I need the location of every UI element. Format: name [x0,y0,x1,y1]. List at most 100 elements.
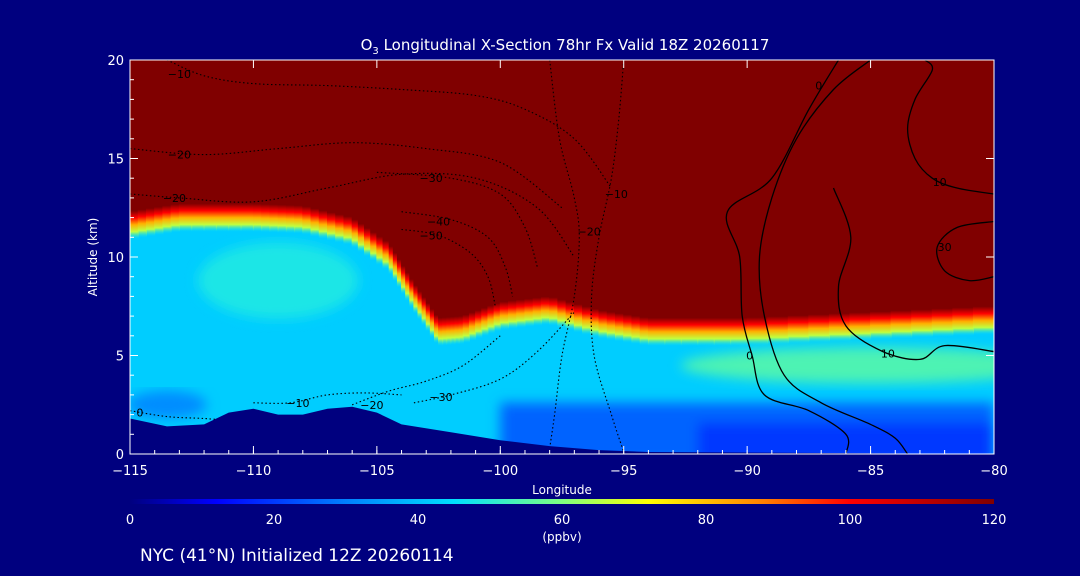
stratosphere-fill [647,60,666,346]
stratosphere-fill [357,60,366,252]
stratosphere-fill [532,60,542,326]
contour-line [906,60,994,195]
stratosphere-fill [557,60,567,328]
contour-line [166,60,612,189]
stratosphere-fill [582,60,592,335]
contour-label: 0 [746,350,753,363]
stratosphere-fill [573,60,584,333]
stratosphere-fill [351,60,359,248]
colorbar-tick-label: 40 [410,513,427,528]
stratosphere-fill [639,60,649,346]
stratosphere-fill [162,60,172,234]
stratosphere-fill [302,60,312,235]
contour-label: 30 [938,241,952,254]
colorbar-tick-label: 80 [698,513,715,528]
stratosphere-fill [318,60,328,239]
stratosphere-fill [154,60,164,235]
stratosphere-fill [438,60,444,346]
contour-label: −20 [360,399,383,412]
colorbar-ramp [130,499,994,504]
colorbar-tick-label: 20 [266,513,283,528]
contour-line [549,60,580,449]
contour-line [130,172,575,258]
stratosphere-fill [343,60,353,245]
contour-label: −10 [286,397,309,410]
stratosphere-fill [252,60,263,232]
stratosphere-fill [409,60,415,308]
x-tick-label: −100 [482,464,518,479]
contour-line [758,60,909,454]
contour-line [832,187,994,361]
colorbar-tick-label: 0 [126,513,134,528]
stratosphere-fill [285,60,296,234]
stratosphere-fill [425,60,431,332]
stratosphere-fill [326,60,337,241]
stratosphere-fill [178,60,193,232]
footer-caption: NYC (41°N) Initialized 12Z 20260114 [140,546,454,566]
stratosphere-fill [481,60,489,336]
stratosphere-fill [370,60,378,261]
y-tick-label: 15 [107,153,124,168]
x-tick-label: −85 [857,464,884,479]
x-tick-label: −105 [359,464,395,479]
stratosphere-fill [458,60,464,345]
stratosphere-fill [524,60,534,327]
colorbar-tick-label: 100 [838,513,863,528]
stratosphere-fill [388,60,394,275]
stratosphere-fill [767,60,789,345]
upper-troposphere-fill [198,242,994,384]
stratosphere-fill [614,60,625,342]
x-tick-label: −95 [610,464,637,479]
contour-label: −10 [168,68,191,81]
stratosphere-fill [462,60,470,343]
colorbar-tick-label: 120 [982,513,1007,528]
stratosphere-fill [269,60,279,233]
stratosphere-fill [697,60,715,346]
stratosphere-fill [376,60,384,265]
stratosphere-fill [137,60,147,238]
stratosphere-fill [261,60,271,233]
stratosphere-fill [606,60,616,340]
stratosphere-fill [240,60,254,232]
stratosphere-fill [405,60,411,301]
stratosphere-fill [516,60,526,328]
x-tick-label: −90 [733,464,760,479]
contour-line [590,60,625,453]
stratosphere-fill [890,60,913,339]
stratosphere-fill [598,60,608,339]
boundary-layer-fill [130,390,994,454]
colorbar: 0 20 40 60 80 100 120 [126,499,1007,528]
stratosphere-fill [849,60,872,341]
stratosphere-fill [870,60,892,340]
stratosphere-fill [931,60,954,337]
contour-label: −10 [605,188,628,201]
stratosphere-fill [446,60,452,346]
stratosphere-fill [549,60,559,326]
stratosphere-fill [487,60,495,334]
stratosphere-fill [508,60,518,329]
contour-label: −20 [168,149,191,162]
x-tick-label: −115 [112,464,148,479]
y-tick-label: 5 [116,350,124,365]
stratosphere-fill [417,60,423,320]
stratosphere-fill [746,60,769,346]
contour-label: −50 [420,229,443,242]
stratosphere-fill [952,60,974,336]
contour-label: −30 [429,391,452,404]
y-tick-label: 20 [107,54,124,69]
stratosphere-fill [421,60,427,326]
contour-label: 10 [881,348,895,361]
colorbar-tick-label: 60 [554,513,571,528]
stratosphere-fill [228,60,242,232]
colorbar-label: (ppbv) [542,530,581,544]
stratosphere-fill [911,60,933,338]
stratosphere-fill [310,60,320,237]
stratosphere-fill [730,60,748,346]
contour-line [725,60,850,454]
stratosphere-fill [565,60,575,330]
chart-title-prefix: O [361,36,373,54]
contour-line [936,220,994,282]
contour-label: −30 [420,172,443,185]
x-tick-label: −80 [980,464,1007,479]
